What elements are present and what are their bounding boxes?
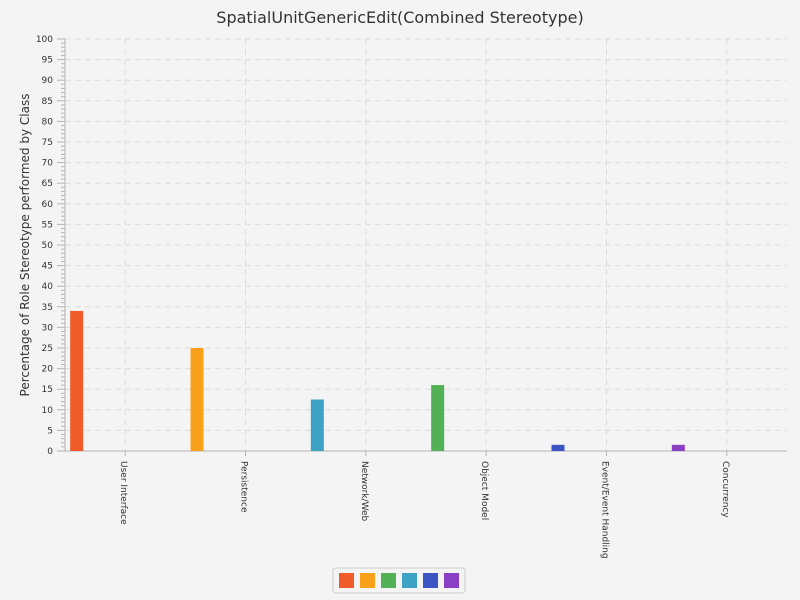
legend — [332, 567, 466, 594]
axes — [57, 38, 787, 456]
y-axis-label: Percentage of Role Stereotype performed … — [18, 94, 32, 397]
y-tick-label: 10 — [42, 406, 54, 416]
y-tick-label: 20 — [42, 365, 54, 375]
legend-swatch — [339, 573, 354, 588]
y-tick-label: 30 — [42, 323, 54, 333]
legend-swatch — [444, 573, 459, 588]
y-tick-label: 5 — [47, 426, 53, 436]
legend-swatch — [423, 573, 438, 588]
x-tick-label: Object Model — [479, 461, 489, 520]
x-tick-label: Event/Event Handling — [600, 461, 610, 559]
chart-title: SpatialUnitGenericEdit(Combined Stereoty… — [216, 8, 583, 27]
x-tick-label: User Interface — [118, 461, 128, 525]
y-tick-label: 40 — [42, 282, 54, 292]
y-tick-label: 90 — [42, 76, 54, 86]
y-tick-label: 25 — [42, 344, 53, 354]
y-tick-label: 95 — [42, 56, 53, 66]
y-tick-label: 15 — [42, 385, 53, 395]
bar — [70, 310, 84, 451]
tick-labels: 0 5 10 15 20 25 30 35 40 45 50 55 60 65 70 75 80 85 90 95 10… — [36, 35, 730, 559]
x-tick-label: Network/Web — [359, 461, 369, 522]
bar — [190, 348, 204, 451]
y-tick-label: 75 — [42, 138, 53, 148]
y-tick-label: 100 — [36, 35, 53, 45]
bar — [310, 399, 324, 451]
y-tick-label: 50 — [42, 241, 54, 251]
legend-swatch — [360, 573, 375, 588]
y-tick-label: 60 — [42, 200, 54, 210]
y-tick-label: 85 — [42, 97, 53, 107]
bar — [551, 444, 565, 451]
y-tick-label: 45 — [42, 262, 53, 272]
bar — [431, 385, 445, 451]
y-tick-label: 80 — [42, 117, 54, 127]
x-tick-label: Concurrency — [720, 461, 730, 518]
grid — [65, 38, 787, 451]
bars — [70, 310, 685, 451]
legend-swatch — [381, 573, 396, 588]
bar — [671, 444, 685, 451]
legend-swatch — [402, 573, 417, 588]
y-tick-label: 0 — [47, 447, 53, 457]
y-tick-label: 65 — [42, 179, 53, 189]
x-tick-label: Persistence — [239, 461, 249, 513]
y-tick-label: 55 — [42, 220, 53, 230]
y-tick-label: 70 — [42, 159, 54, 169]
y-tick-label: 35 — [42, 303, 53, 313]
